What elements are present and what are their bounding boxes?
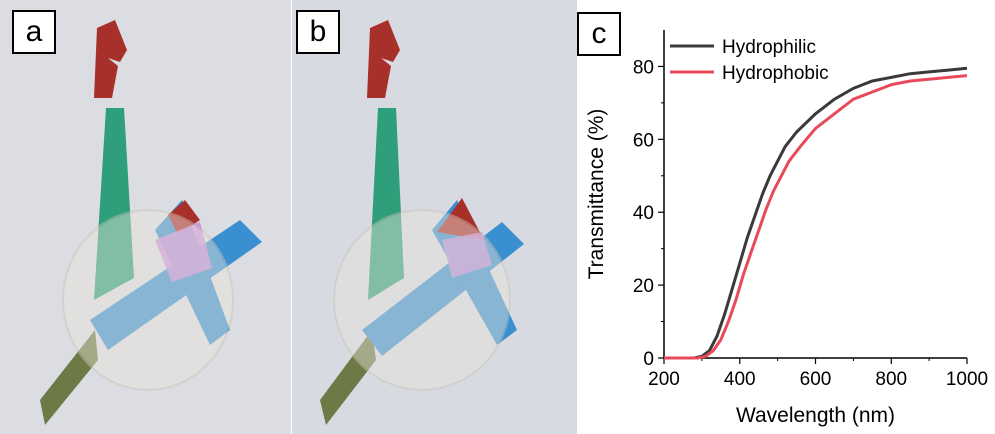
panel-label-b: b — [296, 10, 340, 54]
green-tower-shape — [368, 108, 404, 300]
x-tick-label: 400 — [724, 369, 756, 390]
x-tick-label: 1000 — [946, 369, 988, 390]
pink-overlap-shape — [155, 222, 212, 282]
y-tick-label: 80 — [633, 57, 654, 78]
red-arrow-tip — [168, 200, 200, 235]
series-line-hydrophobic — [664, 74, 968, 360]
photo-hydrophilic-film — [0, 0, 291, 434]
chart-panel-c: 200 400 600 800 1000 0 20 40 60 80 Hydrophilic Hyd… — [577, 0, 995, 434]
x-tick-label: 800 — [875, 369, 907, 390]
y-tick-label: 0 — [643, 349, 654, 370]
flame-shape — [94, 20, 127, 98]
y-tick-label: 40 — [633, 203, 654, 224]
legend-label-hydrophobic: Hydrophobic — [722, 63, 829, 84]
panel-label-c: c — [577, 12, 621, 56]
y-tick-label: 60 — [633, 130, 654, 151]
x-axis-title: Wavelength (nm) — [736, 404, 895, 427]
film-disc-shape — [333, 209, 511, 391]
legend-label-hydrophilic: Hydrophilic — [722, 37, 816, 58]
olive-stripe-shape — [320, 330, 376, 425]
photo-panel-a: a — [0, 0, 291, 434]
blue-stripe-shape — [90, 220, 262, 350]
y-axis-title: Transmittance (%) — [585, 109, 608, 280]
chart-legend: Hydrophilic Hydrophobic — [670, 37, 829, 84]
x-tick-label: 600 — [800, 369, 832, 390]
flame-shape — [367, 20, 400, 98]
chart-ticks: 200 400 600 800 1000 0 20 40 60 80 — [633, 57, 988, 390]
olive-stripe-shape — [40, 330, 98, 425]
y-tick-label: 20 — [633, 276, 654, 297]
green-tower-shape — [94, 108, 134, 300]
pink-overlap-shape — [442, 232, 492, 278]
series-line-hydrophilic — [664, 66, 968, 360]
photo-hydrophobic-film — [292, 0, 577, 434]
film-disc-shape — [62, 209, 234, 391]
x-tick-label: 200 — [648, 369, 680, 390]
panel-label-a: a — [12, 10, 56, 54]
blue-arrow-shape — [432, 200, 517, 345]
photo-panel-b: b — [292, 0, 577, 434]
red-arrow-tip — [437, 198, 484, 240]
chart-series — [664, 66, 968, 360]
